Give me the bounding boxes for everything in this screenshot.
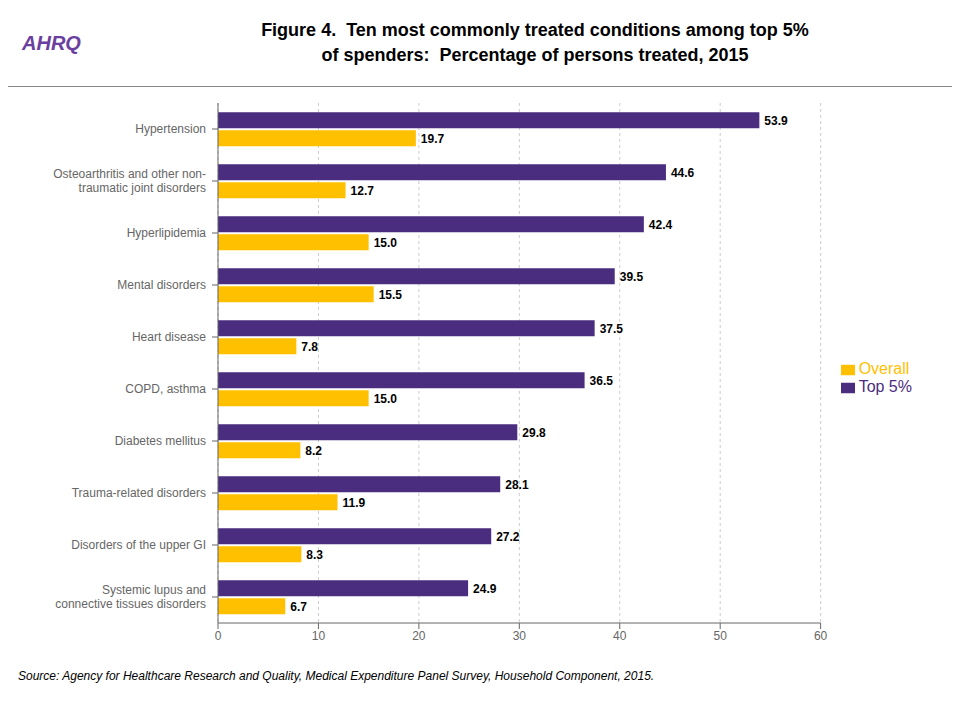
svg-text:19.7: 19.7 bbox=[421, 132, 445, 146]
svg-text:8.3: 8.3 bbox=[306, 548, 323, 562]
svg-text:Diabetes mellitus: Diabetes mellitus bbox=[115, 434, 206, 448]
svg-text:15.0: 15.0 bbox=[374, 392, 398, 406]
html-text:Top 5%: Top 5% bbox=[858, 378, 912, 395]
svg-text:12.7: 12.7 bbox=[351, 184, 375, 198]
svg-text:37.5: 37.5 bbox=[600, 322, 624, 336]
svg-text:Osteoarthritis and other non-t: Osteoarthritis and other non-traumatic j… bbox=[53, 167, 206, 195]
svg-text:30: 30 bbox=[513, 629, 527, 643]
svg-text:Hypertension: Hypertension bbox=[135, 122, 206, 136]
html-text:Source: Agency for Healthcare: Source: Agency for Healthcare Research a… bbox=[18, 669, 655, 683]
html-text:AHRQ: AHRQ bbox=[22, 32, 81, 54]
svg-text:42.4: 42.4 bbox=[649, 218, 673, 232]
svg-text:0: 0 bbox=[215, 629, 222, 643]
html-text:Figure 4. Ten most commonly tr: Figure 4. Ten most commonly treated cond… bbox=[261, 20, 809, 66]
svg-text:40: 40 bbox=[613, 629, 627, 643]
svg-text:Disorders of the upper GI: Disorders of the upper GI bbox=[71, 538, 206, 552]
svg-text:6.7: 6.7 bbox=[290, 600, 307, 614]
svg-text:27.2: 27.2 bbox=[496, 530, 520, 544]
svg-text:53.9: 53.9 bbox=[764, 114, 788, 128]
svg-text:Systemic lupus andconnective t: Systemic lupus andconnective tissues dis… bbox=[55, 583, 206, 611]
svg-text:Mental disorders: Mental disorders bbox=[117, 278, 206, 292]
svg-text:Heart disease: Heart disease bbox=[132, 330, 206, 344]
svg-text:11.9: 11.9 bbox=[343, 496, 366, 510]
svg-text:44.6: 44.6 bbox=[671, 166, 695, 180]
svg-text:15.5: 15.5 bbox=[379, 288, 403, 302]
svg-text:10: 10 bbox=[312, 629, 326, 643]
svg-text:36.5: 36.5 bbox=[590, 374, 614, 388]
html-text:Overall: Overall bbox=[858, 360, 910, 377]
svg-text:50: 50 bbox=[714, 629, 728, 643]
svg-text:Trauma-related disorders: Trauma-related disorders bbox=[72, 486, 206, 500]
svg-text:7.8: 7.8 bbox=[301, 340, 318, 354]
svg-text:24.9: 24.9 bbox=[473, 582, 497, 596]
svg-text:29.8: 29.8 bbox=[522, 426, 546, 440]
svg-text:39.5: 39.5 bbox=[620, 270, 644, 284]
svg-text:60: 60 bbox=[814, 629, 828, 643]
svg-text:COPD, asthma: COPD, asthma bbox=[125, 382, 206, 396]
svg-text:8.2: 8.2 bbox=[305, 444, 322, 458]
svg-text:28.1: 28.1 bbox=[505, 478, 529, 492]
svg-text:20: 20 bbox=[412, 629, 426, 643]
svg-text:Hyperlipidemia: Hyperlipidemia bbox=[127, 226, 207, 240]
svg-text:15.0: 15.0 bbox=[374, 236, 398, 250]
